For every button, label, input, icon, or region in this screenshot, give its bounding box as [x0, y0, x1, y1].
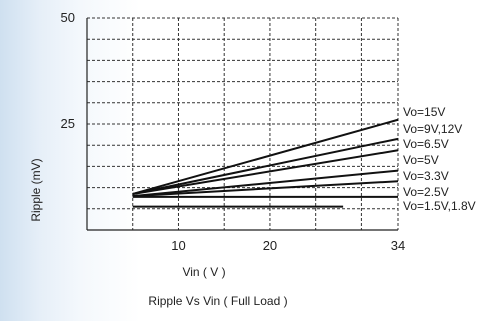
x-tick-label: 20: [263, 238, 277, 253]
series-label: Vo=3.3V: [403, 169, 449, 183]
series-line: [132, 180, 399, 198]
series-line: [132, 118, 399, 195]
x-axis-title: Vin ( V ): [182, 265, 225, 279]
series-label: Vo=5V: [403, 153, 439, 167]
series-label: Vo=2.5V: [403, 185, 449, 199]
y-tick-label: 50: [61, 10, 75, 25]
x-tick-label: 34: [391, 238, 405, 253]
axes: [86, 18, 398, 231]
series-lines: [132, 118, 399, 208]
series-label: Vo=6.5V: [403, 137, 449, 151]
x-tick-label: 10: [171, 238, 185, 253]
series-line: [132, 137, 399, 195]
series-label: Vo=9V,12V: [403, 122, 462, 136]
y-tick-label: 25: [61, 116, 75, 131]
chart-caption: Ripple Vs Vin ( Full Load ): [148, 294, 287, 308]
y-axis-title: Ripple (mV): [29, 158, 43, 221]
series-label: Vo=15V: [403, 105, 445, 119]
tick-labels: 10 20 34 25 50: [61, 10, 406, 253]
series-line: [132, 169, 399, 198]
series-label: Vo=1.5V,1.8V: [403, 199, 476, 213]
series-line: [132, 149, 399, 195]
grid-lines: [87, 17, 399, 230]
